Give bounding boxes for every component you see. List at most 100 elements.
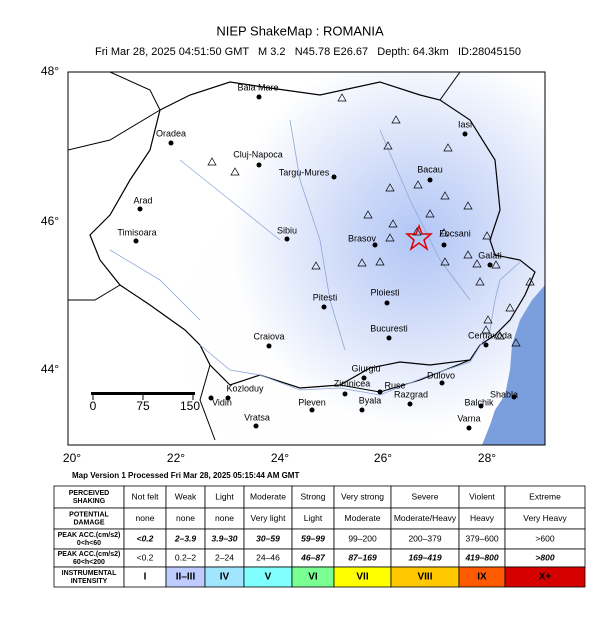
city-label: Iasi	[458, 119, 472, 129]
legend-cell-text: none	[215, 513, 234, 523]
city-label: Arad	[133, 195, 152, 205]
epicenter	[404, 223, 434, 252]
legend-header: PERCEIVED	[69, 490, 109, 497]
city-label: Cernavoda	[468, 330, 512, 340]
city-dot	[266, 343, 272, 349]
city-label: Timisoara	[117, 227, 156, 237]
title: NIEP ShakeMap : ROMANIA	[216, 23, 384, 38]
legend-cell-text: Heavy	[470, 513, 495, 523]
station	[440, 191, 450, 200]
scale-label: 150	[180, 399, 200, 413]
cities: Baia Mare Oradea Cluj-Napoca Targu-Mures Ias…	[117, 82, 518, 431]
scale-label: 0	[90, 399, 97, 413]
legend-cell-text: 24–46	[256, 552, 280, 562]
map-version: Map Version 1 Processed Fri Mar 28, 2025…	[72, 471, 299, 480]
legend-cell-text: IX	[477, 572, 487, 583]
city-label: Balchik	[464, 397, 494, 407]
city-dot	[284, 236, 290, 242]
legend-cell-text: V	[265, 572, 272, 583]
city-dot	[487, 262, 493, 268]
city-label: Varna	[457, 413, 480, 423]
legend-cell-text: II–III	[176, 572, 196, 583]
lat-label: 44°	[41, 362, 59, 376]
station	[425, 209, 435, 218]
city-dot	[168, 140, 174, 146]
city-dot	[256, 94, 262, 100]
country-border	[89, 81, 536, 389]
station	[482, 231, 492, 240]
legend-cell-text: 99–200	[348, 533, 377, 543]
station	[385, 183, 395, 192]
lat-label: 48°	[41, 64, 59, 78]
legend-cell-text: Moderate	[250, 491, 286, 501]
rivers	[109, 119, 521, 396]
legend-cell-text: 169–419	[408, 552, 441, 562]
station	[337, 93, 347, 102]
legend-cell-text: Weak	[175, 491, 197, 501]
city-dot	[478, 403, 484, 409]
legend-cell-text: Severe	[412, 491, 439, 501]
legend-cell-text: <0.2	[137, 533, 154, 543]
station	[363, 210, 373, 219]
legend-cell-text: 3.9–30	[212, 533, 238, 543]
city-label: Ruse	[384, 380, 405, 390]
legend-cell-text: >600	[535, 533, 554, 543]
station	[481, 325, 491, 334]
legend-cell-text: Violent	[469, 491, 495, 501]
station	[439, 228, 449, 237]
station	[463, 250, 473, 259]
city-label: Brasov	[348, 233, 377, 243]
station	[230, 167, 240, 176]
city-dot	[386, 335, 392, 341]
legend-cell-text: 59–99	[301, 533, 325, 543]
station	[412, 227, 422, 236]
lon-label: 26°	[374, 451, 392, 465]
stations	[207, 93, 535, 347]
station	[413, 180, 423, 189]
station	[472, 259, 482, 268]
map-frame	[67, 71, 546, 446]
legend-cell-text: 46–87	[300, 552, 326, 562]
city-dot	[483, 342, 489, 348]
station	[207, 157, 217, 166]
station	[511, 338, 521, 347]
city-dot	[511, 394, 517, 400]
city-dot	[462, 131, 468, 137]
city-label: Craiova	[253, 331, 284, 341]
station	[357, 258, 367, 267]
scale-label: 75	[136, 399, 150, 413]
lon-label: 20°	[63, 451, 81, 465]
subtitle: Fri Mar 28, 2025 04:51:50 GMT M 3.2 N45.…	[95, 46, 521, 58]
city-label: Vidin	[212, 397, 232, 407]
city-label: Sibiu	[277, 225, 297, 235]
scale-bar: 0 75 150	[90, 392, 200, 413]
city-label: Cluj-Napoca	[233, 149, 283, 159]
legend-header: INSTRUMENTAL	[62, 570, 117, 577]
city-dot	[331, 174, 337, 180]
station	[483, 315, 493, 324]
city-dot	[372, 242, 378, 248]
legend-cell-text: 0.2–2	[175, 552, 197, 562]
city-label: Targu-Mures	[279, 167, 330, 177]
city-dot	[407, 401, 413, 407]
city-dot	[253, 423, 259, 429]
legend-cell-text: VIII	[417, 572, 432, 583]
station	[525, 277, 535, 286]
station	[443, 143, 453, 152]
station	[491, 260, 501, 269]
legend-header: SHAKING	[73, 498, 106, 505]
legend-cell-text: IV	[220, 572, 230, 583]
legend-cell-text: none	[176, 513, 195, 523]
legend-cell-text: VI	[308, 572, 318, 583]
legend-header: PEAK ACC.(cm/s2)	[58, 551, 121, 558]
city-label: Byala	[359, 395, 382, 405]
city-label: Ploiesti	[370, 287, 399, 297]
lat-label: 46°	[41, 214, 59, 228]
station	[495, 331, 505, 340]
legend-header: 60<h<200	[73, 559, 105, 566]
legend-header: DAMAGE	[73, 519, 104, 526]
station	[505, 303, 515, 312]
legend-cell-text: Very light	[251, 513, 287, 523]
city-label: Giurgiu	[351, 363, 380, 373]
